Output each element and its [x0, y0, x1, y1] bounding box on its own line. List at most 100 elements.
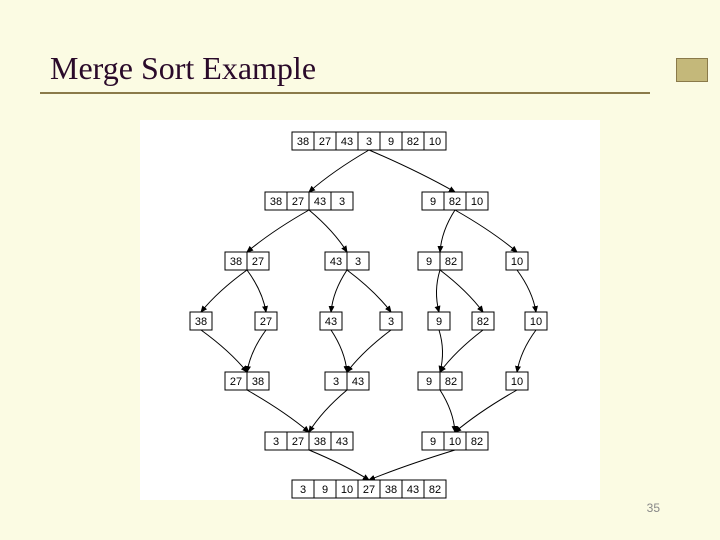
- svg-text:27: 27: [363, 484, 375, 496]
- edge: [309, 210, 347, 252]
- svg-text:3: 3: [273, 436, 279, 448]
- svg-text:9: 9: [426, 376, 432, 388]
- edge: [247, 330, 266, 372]
- array-node: 38: [190, 312, 212, 330]
- edge: [440, 390, 455, 432]
- array-node: 43: [320, 312, 342, 330]
- mergesort-diagram: 3827433982103827433982103827433982103827…: [140, 120, 600, 500]
- array-node: 10: [525, 312, 547, 330]
- edge: [369, 150, 455, 192]
- svg-text:38: 38: [230, 256, 242, 268]
- svg-text:38: 38: [314, 436, 326, 448]
- svg-text:43: 43: [352, 376, 364, 388]
- array-node: 38 27 43 3: [265, 192, 353, 210]
- svg-text:38: 38: [252, 376, 264, 388]
- corner-accent: [676, 58, 708, 82]
- svg-text:9: 9: [388, 136, 394, 148]
- array-node: 10: [506, 372, 528, 390]
- svg-text:9: 9: [436, 316, 442, 328]
- svg-text:9: 9: [322, 484, 328, 496]
- array-node: 3 43: [325, 372, 369, 390]
- array-node: 10: [506, 252, 528, 270]
- svg-text:38: 38: [195, 316, 207, 328]
- svg-text:27: 27: [260, 316, 272, 328]
- svg-text:3: 3: [388, 316, 394, 328]
- array-node: 3 27 38 43: [265, 432, 353, 450]
- edge: [369, 450, 455, 480]
- svg-text:10: 10: [511, 376, 523, 388]
- edge: [201, 330, 247, 372]
- svg-text:10: 10: [471, 196, 483, 208]
- diagram-container: 3827433982103827433982103827433982103827…: [140, 120, 600, 500]
- edge: [331, 330, 347, 372]
- array-node: 27: [255, 312, 277, 330]
- array-node: 9 82: [418, 372, 462, 390]
- edge: [440, 270, 483, 312]
- array-node: 27 38: [225, 372, 269, 390]
- edge: [440, 210, 455, 252]
- slide-title: Merge Sort Example: [50, 50, 316, 87]
- svg-text:27: 27: [292, 196, 304, 208]
- svg-text:9: 9: [430, 436, 436, 448]
- svg-text:43: 43: [407, 484, 419, 496]
- edge: [309, 390, 347, 432]
- edge: [436, 270, 440, 312]
- edge: [309, 150, 369, 192]
- svg-text:43: 43: [325, 316, 337, 328]
- array-node: 9 10 82: [422, 432, 488, 450]
- edge: [439, 330, 443, 372]
- page-number: 35: [647, 501, 660, 515]
- svg-text:43: 43: [341, 136, 353, 148]
- array-node: 3 9 10 27 38 43 82: [292, 480, 446, 498]
- svg-text:38: 38: [385, 484, 397, 496]
- array-node: 82: [472, 312, 494, 330]
- svg-text:82: 82: [445, 256, 457, 268]
- svg-text:3: 3: [355, 256, 361, 268]
- array-node: 9 82: [418, 252, 462, 270]
- array-node: 38 27: [225, 252, 269, 270]
- title-underline: [40, 92, 650, 94]
- edge: [440, 330, 483, 372]
- svg-text:82: 82: [445, 376, 457, 388]
- svg-text:27: 27: [292, 436, 304, 448]
- svg-text:3: 3: [300, 484, 306, 496]
- array-node: 3: [380, 312, 402, 330]
- svg-text:3: 3: [366, 136, 372, 148]
- edge: [247, 210, 309, 252]
- svg-text:10: 10: [449, 436, 461, 448]
- array-node: 98210: [422, 192, 488, 210]
- svg-text:10: 10: [341, 484, 353, 496]
- edge: [247, 270, 266, 312]
- svg-text:10: 10: [429, 136, 441, 148]
- edge: [347, 270, 391, 312]
- svg-text:3: 3: [333, 376, 339, 388]
- svg-text:38: 38: [270, 196, 282, 208]
- svg-text:43: 43: [336, 436, 348, 448]
- svg-text:9: 9: [426, 256, 432, 268]
- array-node: 43 3: [325, 252, 369, 270]
- edge: [517, 270, 536, 312]
- svg-text:27: 27: [319, 136, 331, 148]
- svg-text:82: 82: [429, 484, 441, 496]
- array-node: 9: [428, 312, 450, 330]
- edge: [347, 330, 391, 372]
- edge: [455, 390, 517, 432]
- edge: [309, 450, 369, 480]
- svg-text:27: 27: [230, 376, 242, 388]
- svg-text:82: 82: [477, 316, 489, 328]
- array-node: 38 27 43 3 9 82 10: [292, 132, 446, 150]
- svg-text:10: 10: [511, 256, 523, 268]
- svg-text:27: 27: [252, 256, 264, 268]
- edge: [201, 270, 247, 312]
- svg-text:43: 43: [314, 196, 326, 208]
- svg-text:38: 38: [297, 136, 309, 148]
- svg-text:82: 82: [471, 436, 483, 448]
- edge: [517, 330, 536, 372]
- svg-text:82: 82: [407, 136, 419, 148]
- edge: [455, 210, 517, 252]
- edge: [247, 390, 309, 432]
- svg-text:3: 3: [339, 196, 345, 208]
- svg-text:10: 10: [530, 316, 542, 328]
- svg-text:43: 43: [330, 256, 342, 268]
- svg-text:9: 9: [430, 196, 436, 208]
